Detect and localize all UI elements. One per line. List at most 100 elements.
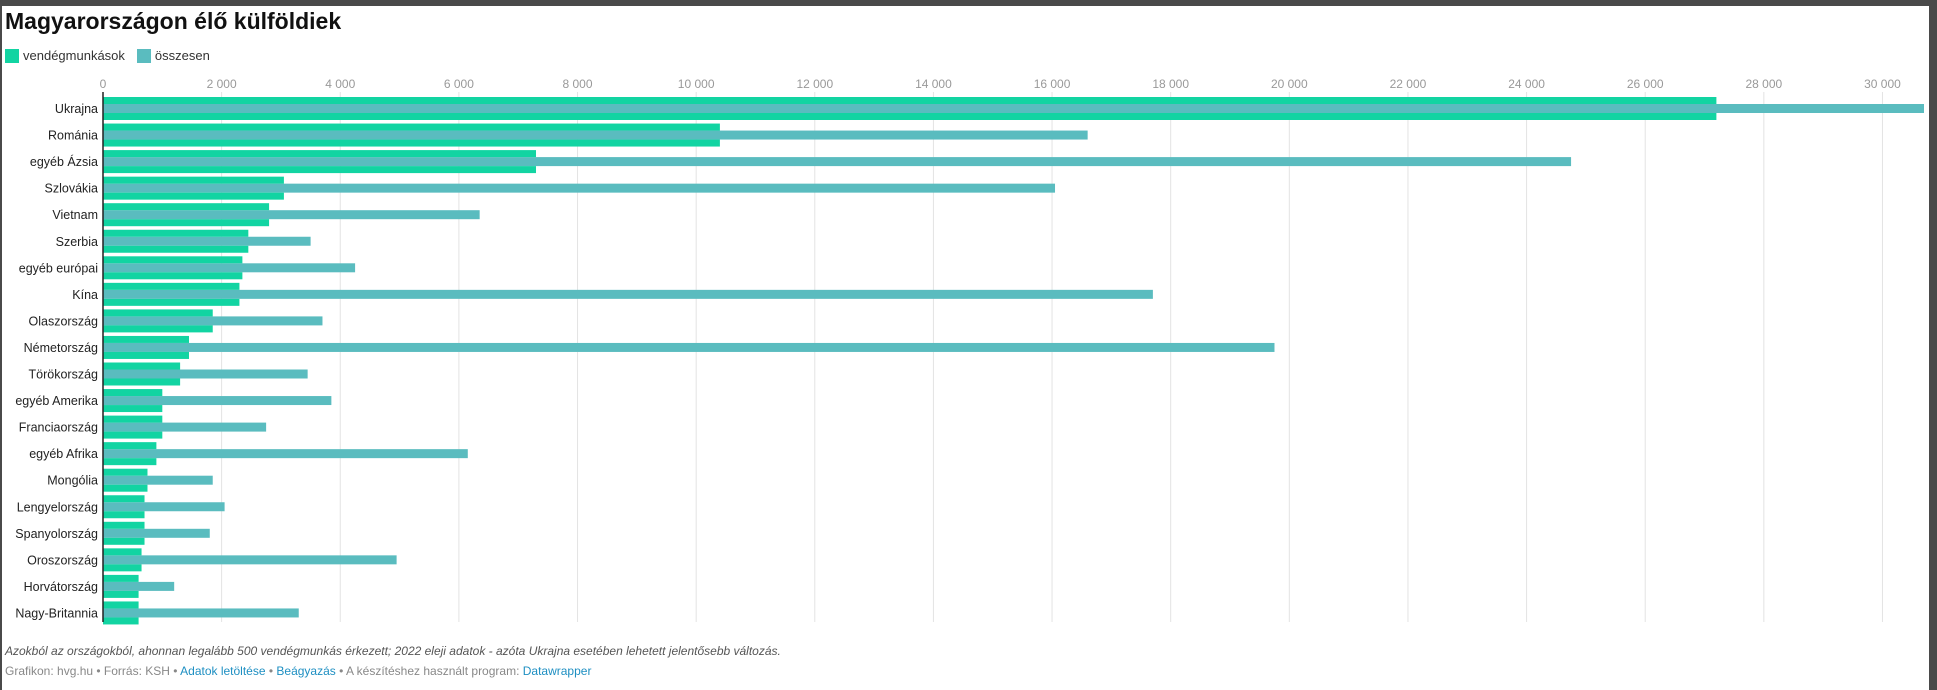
category-label-spanyolorsz-g: Spanyolország (15, 527, 98, 541)
bar-vendegmunkasok-bottom-spanyolorsz-g (103, 537, 145, 545)
x-tick-label-4000: 4 000 (325, 77, 355, 91)
category-label-lengyelorsz-g: Lengyelország (17, 500, 98, 514)
x-tick-label-14000: 14 000 (915, 77, 952, 91)
bar-vendegmunkasok-bottom-t-r-korsz-g (103, 378, 181, 386)
bar-vendegmunkasok-top-olaszorsz-g (103, 309, 213, 317)
legend-label-vendegmunkasok: vendégmunkások (23, 48, 125, 63)
bar-vendegmunkasok-bottom-egy-b-amerika (103, 405, 163, 413)
footer-separator: • (265, 664, 277, 678)
bar-vendegmunkasok-bottom-oroszorsz-g (103, 564, 142, 572)
bar-chart: 0 2 000 4 000 6 000 8 000 10 000 12 000 14 000 1… (15, 77, 1924, 625)
bar-osszesen-rom-nia (103, 130, 1088, 140)
chart-title: Magyarországon élő külföldiek (5, 8, 342, 34)
category-label-t-r-korsz-g: Törökország (29, 368, 99, 382)
footer-credit: Grafikon: hvg.hu • Forrás: KSH • (5, 664, 181, 678)
bar-vendegmunkasok-top-franciaorsz-g (103, 415, 163, 423)
x-tick-label-0: 0 (100, 77, 107, 91)
legend-item-vendegmunkasok: vendégmunkások (5, 48, 125, 63)
bar-vendegmunkasok-bottom-olaszorsz-g (103, 325, 213, 333)
x-tick-label-26000: 26 000 (1627, 77, 1664, 91)
category-label-egy-b-eur-pai: egyéb európai (19, 261, 98, 275)
bar-osszesen-egy-b-eur-pai (103, 263, 356, 273)
x-tick-label-30000: 30 000 (1864, 77, 1901, 91)
bar-osszesen-vietnam (103, 210, 480, 220)
bar-vendegmunkasok-bottom-nagy-britannia (103, 617, 139, 625)
category-label-egy-b-afrika: egyéb Afrika (29, 447, 98, 461)
bar-vendegmunkasok-bottom-k-na (103, 298, 240, 306)
chart-note: Azokból az országokból, ahonnan legalább… (5, 644, 781, 658)
category-label-egy-b-amerika: egyéb Amerika (15, 394, 98, 408)
bar-vendegmunkasok-bottom-lengyelorsz-g (103, 511, 145, 519)
legend-swatch-osszesen (136, 48, 151, 63)
bar-vendegmunkasok-top-nagy-britannia (103, 601, 139, 609)
bar-osszesen-szerbia (103, 236, 311, 246)
category-label-horv-torsz-g: Horvátország (24, 580, 98, 594)
bar-vendegmunkasok-top-vietnam (103, 203, 270, 211)
bar-vendegmunkasok-bottom-mong-lia (103, 484, 148, 492)
category-label-ukrajna: Ukrajna (55, 102, 98, 116)
bar-vendegmunkasok-top-t-r-korsz-g (103, 362, 181, 370)
chart-footer: Grafikon: hvg.hu • Forrás: KSH • Adatok … (5, 664, 591, 678)
bar-vendegmunkasok-bottom-szlov-kia (103, 192, 284, 200)
bar-vendegmunkasok-top-egy-b-afrika (103, 442, 157, 450)
bar-vendegmunkasok-top-n-metorsz-g (103, 335, 190, 343)
bar-osszesen-franciaorsz-g (103, 422, 267, 432)
download-data-link[interactable]: Adatok letöltése (180, 664, 266, 678)
category-label-szlov-kia: Szlovákia (45, 182, 99, 196)
bar-vendegmunkasok-top-spanyolorsz-g (103, 521, 145, 529)
bar-osszesen-mong-lia (103, 475, 213, 485)
bar-osszesen-olaszorsz-g (103, 316, 323, 326)
bar-osszesen-egy-b-zsia (103, 157, 1572, 167)
category-label-vietnam: Vietnam (52, 208, 98, 222)
bar-osszesen-t-r-korsz-g (103, 369, 308, 379)
category-label-franciaorsz-g: Franciaország (19, 421, 98, 435)
bar-vendegmunkasok-bottom-rom-nia (103, 139, 720, 147)
category-label-rom-nia: Románia (48, 129, 98, 143)
bar-osszesen-horv-torsz-g (103, 581, 175, 591)
category-label-n-metorsz-g: Németország (24, 341, 98, 355)
x-tick-label-6000: 6 000 (444, 77, 474, 91)
bar-osszesen-egy-b-amerika (103, 396, 332, 406)
x-tick-label-10000: 10 000 (678, 77, 715, 91)
footer-tool-text: • A készítéshez használt program: (335, 664, 523, 678)
embed-link[interactable]: Beágyazás (276, 664, 336, 678)
x-tick-label-20000: 20 000 (1271, 77, 1308, 91)
bar-osszesen-nagy-britannia (103, 608, 299, 618)
bar-vendegmunkasok-top-egy-b-eur-pai (103, 256, 243, 264)
bar-vendegmunkasok-bottom-ukrajna (103, 113, 1717, 120)
bar-vendegmunkasok-top-rom-nia (103, 123, 720, 131)
bar-osszesen-oroszorsz-g (103, 555, 397, 565)
bar-vendegmunkasok-bottom-szerbia (103, 245, 249, 253)
bar-vendegmunkasok-bottom-n-metorsz-g (103, 351, 190, 359)
bar-osszesen-szlov-kia (103, 183, 1056, 193)
bar-vendegmunkasok-top-szerbia (103, 229, 249, 237)
category-label-oroszorsz-g: Oroszország (27, 553, 98, 567)
bar-osszesen-k-na (103, 289, 1153, 299)
bar-vendegmunkasok-bottom-franciaorsz-g (103, 431, 163, 439)
bar-vendegmunkasok-bottom-horv-torsz-g (103, 590, 139, 598)
bar-osszesen-ukrajna (103, 104, 1924, 113)
bar-vendegmunkasok-bottom-egy-b-zsia (103, 166, 537, 174)
bar-vendegmunkasok-top-mong-lia (103, 468, 148, 476)
category-label-k-na: Kína (72, 288, 98, 302)
datawrapper-link[interactable]: Datawrapper (522, 664, 592, 678)
category-label-olaszorsz-g: Olaszország (29, 314, 99, 328)
legend-label-osszesen: összesen (154, 48, 210, 63)
bar-osszesen-n-metorsz-g (103, 342, 1275, 352)
window-edge (1929, 0, 1937, 690)
legend-swatch-vendegmunkasok (5, 48, 19, 63)
category-label-egy-b-zsia: egyéb Ázsia (30, 154, 98, 169)
bar-vendegmunkasok-top-horv-torsz-g (103, 574, 139, 582)
category-label-mong-lia: Mongólia (47, 474, 98, 488)
bar-vendegmunkasok-bottom-egy-b-afrika (103, 458, 157, 466)
x-tick-label-18000: 18 000 (1152, 77, 1189, 91)
bar-osszesen-egy-b-afrika (103, 449, 468, 459)
x-tick-label-24000: 24 000 (1508, 77, 1545, 91)
bar-vendegmunkasok-top-egy-b-amerika (103, 389, 163, 397)
legend-item-osszesen: összesen (136, 48, 210, 63)
x-tick-label-12000: 12 000 (796, 77, 833, 91)
bar-vendegmunkasok-top-egy-b-zsia (103, 150, 537, 158)
bar-osszesen-spanyolorsz-g (103, 528, 210, 538)
category-label-nagy-britannia: Nagy-Britannia (15, 606, 98, 620)
x-tick-label-16000: 16 000 (1034, 77, 1071, 91)
